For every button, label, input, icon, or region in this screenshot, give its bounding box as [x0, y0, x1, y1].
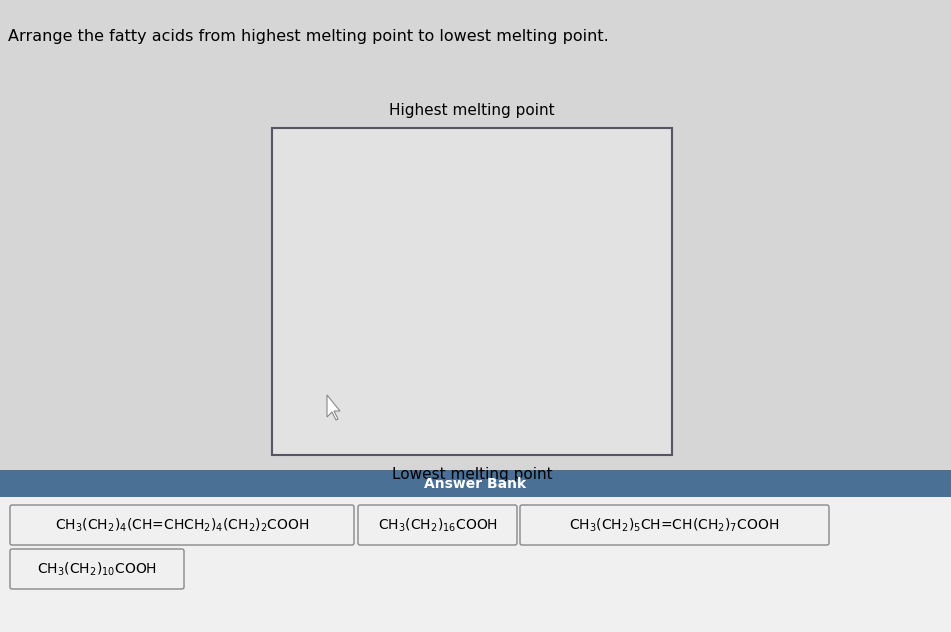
Text: Arrange the fatty acids from highest melting point to lowest melting point.: Arrange the fatty acids from highest mel…	[8, 28, 609, 44]
Text: Highest melting point: Highest melting point	[389, 103, 554, 118]
Text: Answer Bank: Answer Bank	[424, 477, 527, 490]
Text: Lowest melting point: Lowest melting point	[392, 467, 553, 482]
Text: CH$_3$(CH$_2$)$_{16}$COOH: CH$_3$(CH$_2$)$_{16}$COOH	[378, 516, 497, 533]
FancyBboxPatch shape	[520, 505, 829, 545]
FancyBboxPatch shape	[272, 128, 672, 455]
FancyBboxPatch shape	[0, 470, 951, 497]
Text: CH$_3$(CH$_2$)$_5$CH=CH(CH$_2$)$_7$COOH: CH$_3$(CH$_2$)$_5$CH=CH(CH$_2$)$_7$COOH	[570, 516, 780, 533]
Text: CH$_3$(CH$_2$)$_4$(CH=CHCH$_2$)$_4$(CH$_2$)$_2$COOH: CH$_3$(CH$_2$)$_4$(CH=CHCH$_2$)$_4$(CH$_…	[55, 516, 309, 533]
FancyBboxPatch shape	[10, 505, 354, 545]
Text: CH$_3$(CH$_2$)$_{10}$COOH: CH$_3$(CH$_2$)$_{10}$COOH	[37, 561, 157, 578]
Polygon shape	[327, 395, 340, 420]
FancyBboxPatch shape	[10, 549, 184, 589]
FancyBboxPatch shape	[0, 497, 951, 632]
FancyBboxPatch shape	[358, 505, 517, 545]
